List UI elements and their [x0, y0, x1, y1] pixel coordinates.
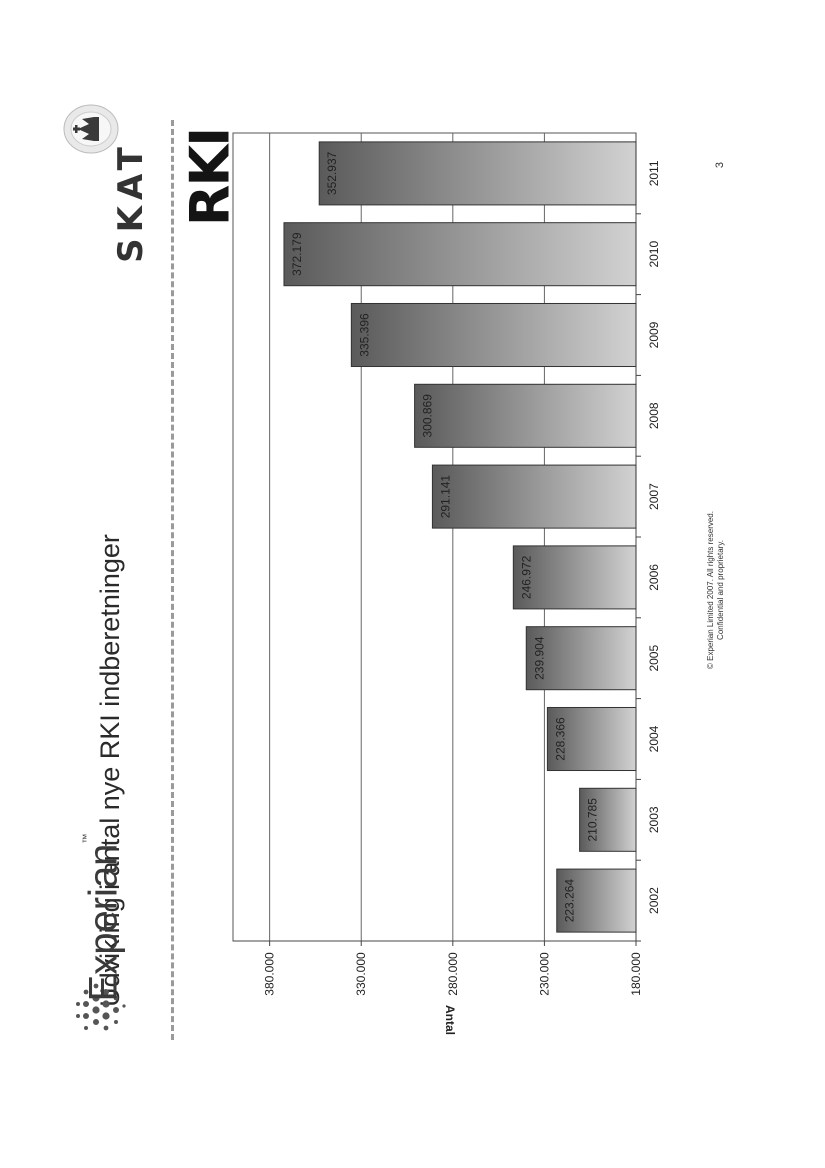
crown-crest-icon — [63, 104, 119, 154]
y-axis-label: Antal — [443, 1005, 457, 1035]
bar — [414, 383, 637, 448]
bar — [525, 626, 637, 691]
x-tick-label: 2009 — [647, 321, 661, 348]
experian-logo-word: Experian — [81, 843, 126, 1001]
x-tick-label: 2005 — [647, 645, 661, 672]
x-tick-label: 2003 — [647, 806, 661, 833]
y-tick-label: 380.000 — [263, 952, 277, 996]
bar — [556, 868, 637, 933]
bar — [350, 302, 637, 368]
bar — [318, 141, 637, 206]
bar — [512, 545, 637, 610]
y-tick-label: 230.000 — [537, 952, 551, 996]
copyright-line-2: Confidential and proprietary. — [715, 540, 725, 640]
trademark-mark: ™ — [81, 833, 93, 844]
x-tick-label: 2011 — [647, 160, 661, 186]
copyright-line-1: © Experian Limited 2007. All rights rese… — [705, 511, 715, 669]
bar — [579, 787, 637, 852]
x-tick-label: 2006 — [647, 564, 661, 591]
bar-data-label: 228.366 — [553, 717, 567, 761]
y-tick-label: 280.000 — [446, 952, 460, 996]
bar — [546, 706, 637, 772]
x-tick-label: 2010 — [647, 241, 661, 268]
bar-data-label: 210.785 — [586, 798, 600, 842]
experian-logo-text: Experian™ — [81, 833, 126, 1001]
bar — [431, 464, 637, 529]
copyright-notice: © Experian Limited 2007. All rights rese… — [706, 511, 726, 669]
x-tick-label: 2007 — [647, 483, 661, 510]
x-tick-label: 2002 — [647, 887, 661, 914]
bar-data-label: 300.869 — [421, 394, 435, 438]
page-number: 3 — [714, 161, 727, 169]
bar-data-label: 246.972 — [519, 555, 533, 599]
experian-dots-icon — [76, 983, 126, 1031]
bar-data-label: 335.396 — [357, 313, 371, 357]
header-divider — [171, 120, 174, 1040]
bar-data-label: 352.937 — [325, 151, 339, 195]
x-tick-label: 2004 — [647, 725, 661, 752]
bar — [283, 222, 637, 287]
bar-data-label: 291.141 — [438, 475, 452, 519]
bar-data-label: 223.264 — [563, 879, 577, 923]
bar-data-label: 372.179 — [290, 232, 304, 276]
x-tick-label: 2008 — [647, 402, 661, 429]
y-tick-label: 330.000 — [354, 952, 368, 996]
bar-data-label: 239.904 — [532, 636, 546, 680]
y-tick-label: 180.000 — [629, 952, 643, 996]
